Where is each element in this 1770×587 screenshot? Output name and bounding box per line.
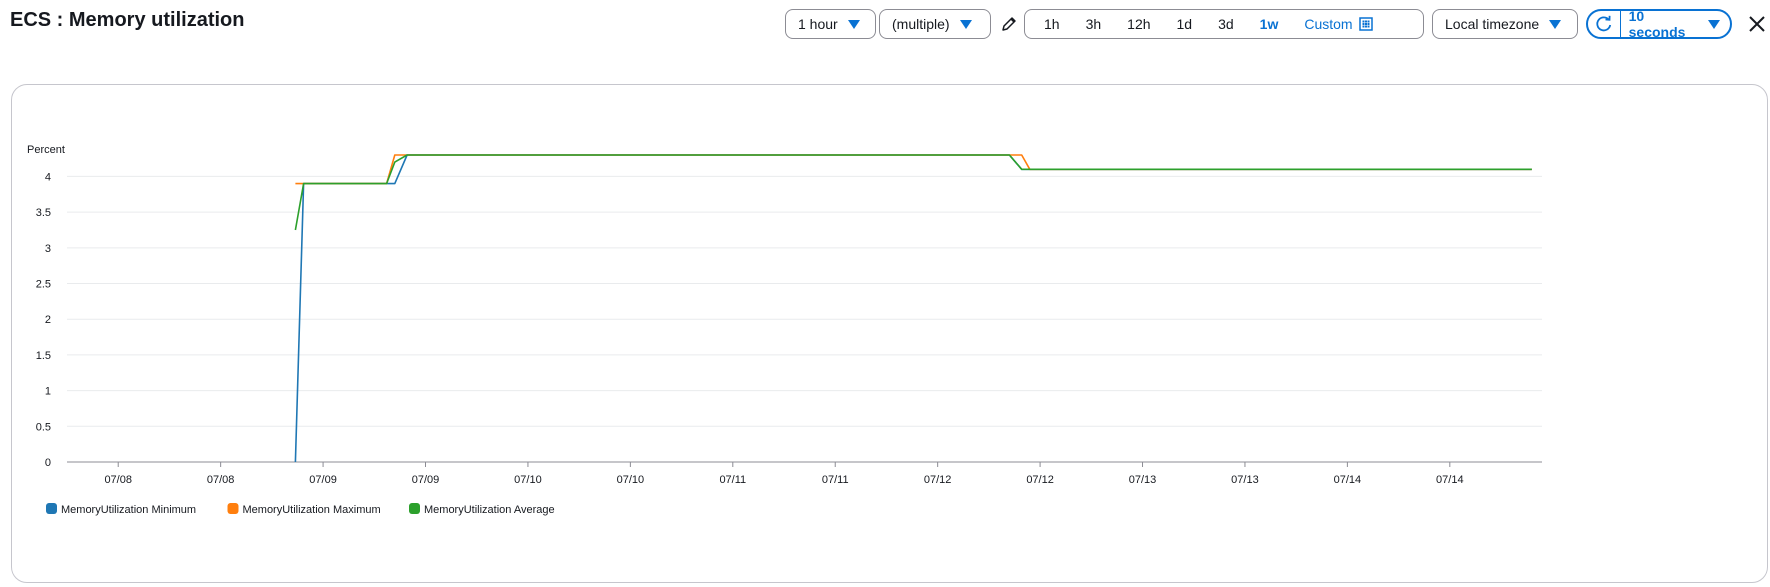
legend-swatch: [409, 503, 420, 514]
x-tick-label: 07/09: [309, 474, 337, 486]
x-tick-label: 07/12: [1026, 474, 1054, 486]
y-axis-label: Percent: [27, 144, 65, 156]
range-12h[interactable]: 12h: [1127, 16, 1151, 32]
statistic-label: (multiple): [892, 16, 950, 32]
y-ticks: 0 0.5 1 1.5 2 2.5 3 3.5 4: [36, 171, 51, 469]
x-tick-label: 07/13: [1129, 474, 1157, 486]
range-3h[interactable]: 3h: [1085, 16, 1102, 32]
y-tick-label: 3.5: [36, 207, 51, 219]
y-tick-label: 1.5: [36, 350, 51, 362]
legend-swatch: [227, 503, 239, 514]
y-tick-label: 2: [45, 314, 51, 326]
legend: MemoryUtilization Minimum MemoryUtilizati…: [46, 503, 555, 516]
series-lines: [294, 154, 1532, 463]
legend-swatch: [46, 503, 57, 514]
close-button[interactable]: [1747, 14, 1767, 34]
x-tick-label: 07/14: [1436, 474, 1464, 486]
legend-label: MemoryUtilization Minimum: [61, 504, 196, 516]
timezone-dropdown[interactable]: Local timezone: [1432, 9, 1578, 39]
y-tick-label: 1: [45, 386, 51, 398]
range-1d[interactable]: 1d: [1176, 16, 1193, 32]
statistic-dropdown[interactable]: (multiple): [879, 9, 991, 39]
legend-label: MemoryUtilization Maximum: [243, 504, 381, 516]
series-line-minimum[interactable]: [294, 154, 1532, 463]
legend-label: MemoryUtilization Average: [424, 504, 555, 516]
pencil-icon[interactable]: [1000, 15, 1018, 33]
x-tick-label: 07/14: [1334, 474, 1362, 486]
caret-down-icon: [847, 19, 860, 29]
caret-down-icon: [959, 19, 972, 29]
y-tick-label: 0: [45, 457, 51, 469]
calendar-icon[interactable]: [1358, 17, 1373, 31]
period-label: 1 hour: [798, 16, 838, 32]
x-tick-label: 07/13: [1231, 474, 1259, 486]
x-tick-label: 07/12: [924, 474, 952, 486]
x-tick-label: 07/11: [822, 474, 849, 486]
page-title: ECS : Memory utilization: [10, 9, 245, 31]
refresh-interval-label: 10 seconds: [1628, 8, 1686, 40]
refresh-icon: [1596, 15, 1611, 32]
range-1w[interactable]: 1w: [1259, 16, 1279, 32]
range-custom[interactable]: Custom: [1304, 16, 1353, 32]
memory-utilization-chart: Percent 00.511.522.533.54 07/08 07/08 07/0…: [27, 144, 1542, 516]
y-tick-label: 3: [45, 243, 51, 255]
gridlines: [67, 175, 1542, 463]
legend-item[interactable]: MemoryUtilization Minimum: [46, 503, 196, 516]
x-tick-label: 07/10: [617, 474, 645, 486]
series-line-average[interactable]: [294, 154, 1532, 231]
refresh-control: 10 seconds: [1586, 8, 1732, 40]
close-icon: [1749, 16, 1765, 32]
legend-item[interactable]: MemoryUtilization Average: [409, 503, 555, 516]
timezone-label: Local timezone: [1445, 16, 1540, 32]
x-tick-label: 07/09: [412, 474, 440, 486]
refresh-button[interactable]: [1588, 11, 1621, 37]
x-tick-label: 07/10: [514, 474, 542, 486]
chart-panel: Percent 0 0.5 1 1.5 2 2.5 3 3.5 4 07/08 07/08 07/0…: [11, 84, 1768, 583]
x-ticks: 07/08 07/08 07/09 07/09 07/10 07/10 07/11 07/11…: [104, 462, 1464, 486]
refresh-interval-dropdown[interactable]: 10 seconds: [1621, 8, 1730, 40]
x-tick-label: 07/08: [104, 474, 132, 486]
time-range-selector: 1h 3h 12h 1d 3d 1w Custom: [1024, 9, 1424, 39]
y-tick-label: 2.5: [36, 279, 51, 291]
y-tick-label: 4: [45, 171, 51, 183]
x-tick-label: 07/08: [207, 474, 235, 486]
y-tick-label: 0.5: [36, 421, 51, 433]
caret-down-icon: [1708, 19, 1720, 29]
legend-item[interactable]: MemoryUtilization Maximum: [227, 503, 381, 516]
period-dropdown[interactable]: 1 hour: [785, 9, 876, 39]
toolbar: 1 hour (multiple) 1h 3h 12h 1d 3d 1w Cus…: [0, 8, 1770, 40]
range-3d[interactable]: 3d: [1218, 16, 1234, 32]
range-1h[interactable]: 1h: [1044, 16, 1060, 32]
caret-down-icon: [1549, 19, 1562, 29]
x-tick-label: 07/11: [719, 474, 746, 486]
